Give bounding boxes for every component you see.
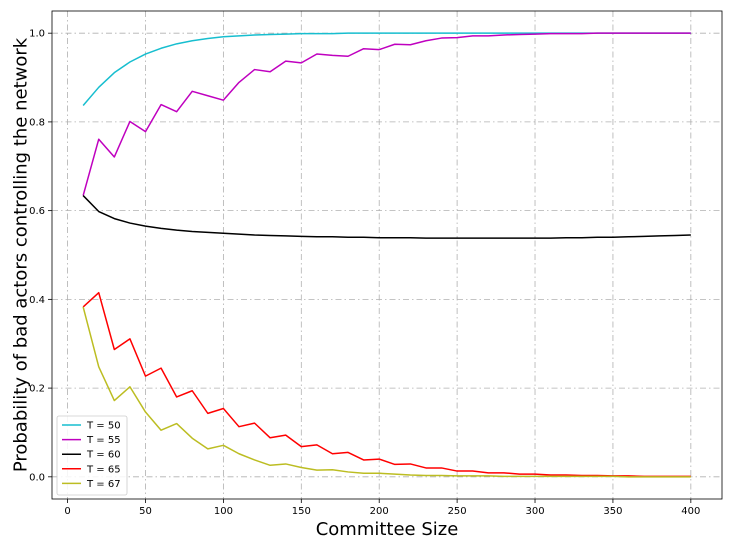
y-tick-label: 1.0 [29, 29, 45, 40]
legend-entry: T = 55 [86, 435, 121, 446]
legend-entry: T = 67 [86, 479, 121, 490]
y-tick-label: 0.2 [29, 384, 45, 395]
legend-box [56, 415, 128, 496]
legend-entry: T = 65 [86, 464, 121, 475]
y-tick-label: 0.6 [29, 206, 45, 217]
x-tick-label: 0 [64, 506, 70, 517]
series-line-3 [82, 195, 691, 239]
grid [52, 11, 722, 499]
series-lines [82, 32, 691, 478]
legend-entry: T = 50 [86, 421, 121, 432]
x-tick-label: 200 [370, 506, 389, 517]
x-tick-label: 300 [525, 506, 544, 517]
x-tick-label: 350 [603, 506, 622, 517]
y-axis-ticks: 0.0 0.2 0.4 0.6 0.8 1.0 [29, 29, 52, 483]
y-tick-label: 0.0 [29, 472, 45, 483]
x-tick-label: 400 [681, 506, 700, 517]
y-tick-label: 0.8 [29, 117, 45, 128]
x-tick-label: 250 [448, 506, 467, 517]
legend-entry: T = 60 [86, 450, 121, 461]
series-line-1 [82, 32, 691, 106]
series-line-5 [82, 306, 691, 478]
y-axis-label: Probability of bad actors controlling th… [10, 37, 31, 472]
x-axis-label: Committee Size [316, 519, 459, 540]
x-tick-label: 50 [139, 506, 152, 517]
x-tick-label: 150 [292, 506, 311, 517]
y-tick-label: 0.4 [29, 295, 45, 306]
plot-frame [51, 10, 723, 500]
series-line-2 [82, 32, 691, 196]
x-axis-ticks: 0 50 100 150 200 250 300 350 400 [64, 499, 700, 517]
series-line-4 [82, 291, 691, 478]
x-tick-label: 100 [214, 506, 233, 517]
legend: T = 50 T = 55 T = 60 T = 65 T = 67 [56, 415, 128, 496]
